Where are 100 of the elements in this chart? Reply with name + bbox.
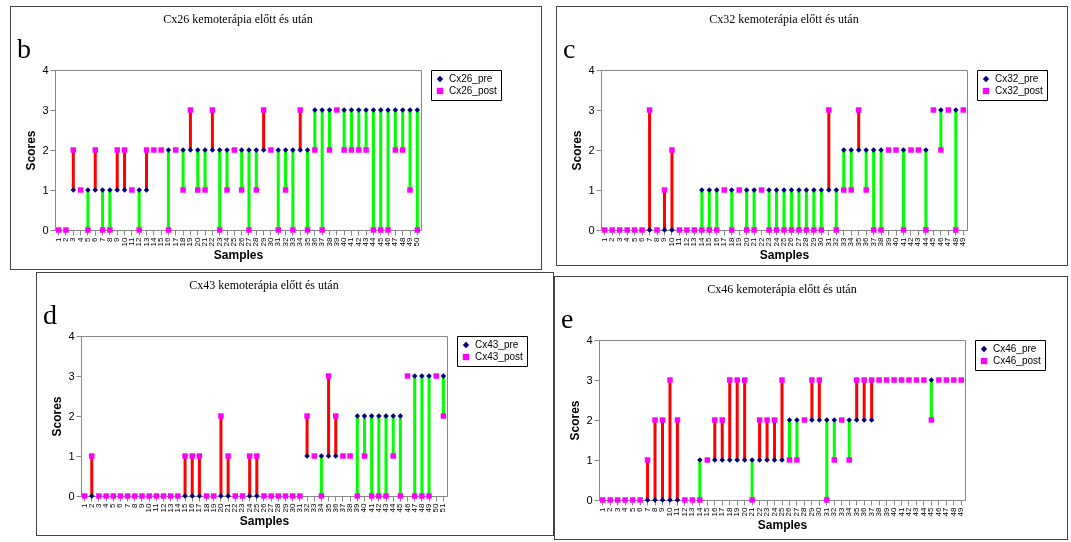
point [726, 377, 733, 383]
point [209, 147, 216, 153]
x-tick-label: 25 [777, 506, 786, 517]
point [370, 107, 377, 113]
y-tick-label: 0 [42, 223, 49, 236]
point [440, 413, 447, 419]
y-tick-label: 4 [586, 333, 593, 346]
point [260, 147, 267, 153]
x-tick-label: 15 [702, 506, 712, 517]
point [202, 187, 208, 193]
point [756, 457, 763, 463]
x-tick-label: 19 [185, 236, 195, 247]
x-tick-label: 41 [346, 236, 356, 247]
point [908, 147, 914, 153]
x-tick-label: 33 [838, 236, 848, 247]
point [868, 377, 875, 383]
point [646, 107, 653, 113]
x-tick-label: 18 [726, 236, 736, 247]
bar [355, 416, 359, 496]
point [674, 417, 681, 423]
x-tick-label: 32 [302, 502, 312, 513]
x-tick-label: 38 [874, 506, 884, 517]
x-tick-label: 49 [958, 236, 968, 247]
point [930, 107, 937, 113]
point [644, 457, 651, 463]
point [818, 187, 825, 193]
x-tick-label: 25 [229, 236, 239, 247]
x-tick-label: 35 [323, 502, 333, 513]
point [906, 377, 912, 383]
chart-title: Cx43 kemoterápia előtt és után [189, 278, 339, 292]
point [659, 417, 666, 423]
bar [420, 376, 424, 496]
x-tick-label: 47 [943, 236, 953, 247]
point [855, 147, 862, 153]
point [945, 107, 952, 113]
point [70, 147, 77, 153]
x-tick-label: 40 [359, 502, 369, 513]
point [898, 377, 905, 383]
x-tick-label: 26 [786, 236, 796, 247]
point [736, 187, 742, 193]
y-tick-label: 3 [586, 373, 593, 386]
x-tick-label: 9 [657, 506, 667, 512]
x-tick-label: 20 [739, 506, 749, 517]
x-tick-label: 7 [97, 236, 107, 242]
bar [670, 150, 674, 230]
bar [415, 110, 419, 230]
bar [743, 380, 747, 460]
point [397, 413, 404, 419]
x-tick-label: 38 [324, 236, 334, 247]
x-tick-label: 8 [652, 236, 662, 242]
point [404, 373, 411, 379]
x-tick-label: 5 [108, 502, 118, 508]
x-tick-label: 42 [353, 236, 363, 247]
point [121, 187, 128, 193]
point [347, 453, 353, 459]
bar [370, 416, 374, 496]
bar [377, 416, 381, 496]
point [786, 417, 793, 423]
x-tick-label: 5 [627, 506, 637, 512]
bar [660, 420, 664, 500]
point [260, 107, 267, 113]
x-tick-label: 24 [222, 236, 232, 247]
x-tick-label: 1 [597, 506, 607, 512]
x-axis-title: Samples [213, 248, 264, 263]
point [803, 187, 810, 193]
x-tick-label: 26 [236, 236, 246, 247]
point [853, 377, 860, 383]
bar [218, 150, 222, 230]
x-tick-label: 44 [918, 506, 928, 517]
x-tick-label: 30 [814, 506, 824, 517]
y-axis-title: Scores [24, 130, 39, 171]
x-tick-label: 34 [316, 502, 326, 513]
x-tick-label: 50 [431, 502, 441, 513]
point [99, 187, 106, 193]
x-tick-label: 29 [258, 236, 268, 247]
x-tick-label: 35 [302, 236, 312, 247]
point [189, 453, 195, 459]
x-tick-label: 36 [309, 236, 319, 247]
point [706, 187, 713, 193]
bar [668, 380, 672, 500]
x-tick-label: 10 [666, 236, 676, 247]
point [158, 147, 164, 153]
x-tick-label: 44 [920, 236, 930, 247]
x-tick-label: 41 [366, 502, 376, 513]
x-tick-label: 21 [749, 236, 759, 247]
y-tick-label: 4 [68, 329, 75, 342]
point [891, 377, 897, 383]
point [928, 377, 935, 383]
x-tick-label: 32 [280, 236, 290, 247]
point [758, 187, 765, 193]
point [915, 147, 922, 153]
bar [291, 150, 295, 230]
x-tick-label: 43 [911, 506, 921, 517]
x-tick-label: 5 [82, 236, 92, 242]
y-tick-label: 1 [586, 453, 593, 466]
point [809, 377, 815, 383]
point [392, 107, 399, 113]
bar [924, 150, 928, 230]
point [225, 453, 231, 459]
point [253, 147, 260, 153]
